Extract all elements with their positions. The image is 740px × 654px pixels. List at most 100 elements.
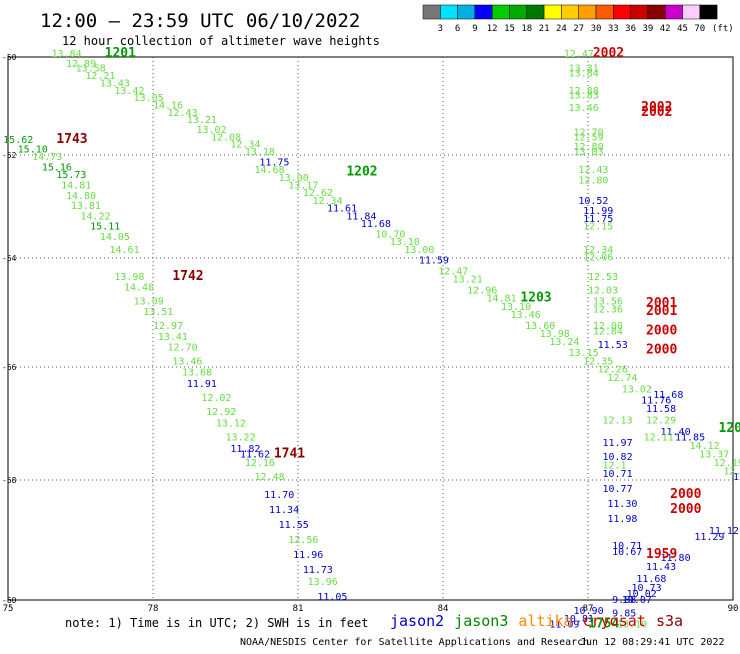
swh-value: 12.92	[206, 407, 236, 418]
pass-time-label: 2000	[670, 487, 701, 502]
swh-value: 11.59	[419, 255, 449, 266]
scale-tick-label: 30	[591, 24, 602, 34]
swh-value: 13.83	[569, 91, 599, 102]
swh-value: 13.98	[114, 272, 144, 283]
pass-time-label: 1742	[172, 269, 203, 284]
legend-jason3: jason3	[454, 612, 508, 630]
scale-tick-label: 15	[504, 24, 515, 34]
pass-time-label: 1741	[274, 446, 305, 461]
longitude-tick-label: 90	[728, 604, 739, 614]
footer-note: note: 1) Time is in UTC; 2) SWH is in fe…	[65, 616, 368, 630]
swh-value: 10.71	[603, 469, 633, 480]
scale-swatch	[510, 5, 527, 19]
track-b: 15.6215.1014.7315.1615.7314.8114.8013.81…	[3, 135, 347, 603]
swh-value: 10.67	[612, 547, 642, 558]
scale-tick-label: 36	[625, 24, 636, 34]
pass-time-label: 2000	[646, 323, 677, 338]
scale-swatch	[492, 5, 509, 19]
scale-swatch	[596, 5, 613, 19]
scale-unit-label: (ft)	[712, 24, 734, 34]
swh-value: 11.98	[607, 514, 637, 525]
swh-value: 12.48	[255, 472, 285, 483]
scale-swatch	[683, 5, 700, 19]
scale-swatch	[648, 5, 665, 19]
legend-cryosat: cryosat	[583, 612, 646, 630]
legend-s3a: s3a	[656, 612, 683, 630]
swh-value: 13.46	[172, 356, 202, 367]
swh-value: 12.02	[201, 393, 231, 404]
swh-value: 10.07	[622, 595, 652, 606]
swh-value: 14.48	[124, 283, 154, 294]
scale-swatch	[458, 5, 475, 19]
swh-value: 13.51	[143, 307, 173, 318]
swh-value: 11.05	[317, 592, 347, 603]
swh-value: 12.53	[588, 272, 618, 283]
scale-tick-label: 9	[472, 24, 477, 34]
swh-value: 12.06	[583, 253, 613, 264]
swh-value: 13.96	[308, 577, 338, 588]
swh-value: 12.80	[578, 175, 608, 186]
swh-value: 12.97	[153, 321, 183, 332]
scale-swatch	[561, 5, 578, 19]
scale-tick-label: 3	[438, 24, 443, 34]
swh-value: 13.03	[574, 147, 604, 158]
scale-tick-label: 39	[642, 24, 653, 34]
pass-time-label: 2002	[641, 105, 672, 120]
longitude-tick-label: 78	[148, 604, 159, 614]
scale-tick-label: 24	[556, 24, 567, 34]
swh-value: 12.13	[603, 416, 633, 427]
scale-tick-label: 33	[608, 24, 619, 34]
swh-value: 13.24	[549, 337, 579, 348]
scale-swatch	[440, 5, 457, 19]
scale-tick-label: 6	[455, 24, 460, 34]
pass-time-label: 2002	[593, 46, 624, 61]
timestamp-text: Jun 12 08:29:41 UTC 2022	[580, 637, 725, 648]
scale-tick-label: 12	[487, 24, 498, 34]
swh-value: 11.43	[646, 562, 676, 573]
pass-time-label: 2000	[646, 342, 677, 357]
swh-value: 11.73	[303, 565, 333, 576]
swh-value: 13.68	[182, 367, 212, 378]
scale-tick-label: 18	[521, 24, 532, 34]
wave-height-observations: 13.8412.8913.5812.2113.4313.4213.0514.16…	[3, 49, 740, 631]
swh-value: 13.22	[226, 432, 256, 443]
swh-value: 13.46	[569, 103, 599, 114]
latitude-tick-label: -52	[2, 151, 17, 160]
longitude-tick-label: 81	[293, 604, 304, 614]
latitude-tick-label: -50	[2, 53, 17, 62]
latitude-tick-label: -58	[2, 476, 17, 485]
scale-tick-label: 70	[694, 24, 705, 34]
swh-value: 13.09	[134, 296, 164, 307]
swh-value: 12.74	[607, 373, 637, 384]
scale-swatch	[527, 5, 544, 19]
swh-value: 13.84	[569, 69, 599, 80]
swh-value: 11.58	[646, 404, 676, 415]
scale-swatch	[423, 5, 440, 19]
swh-value: 11.91	[187, 379, 217, 390]
swh-value: 11.53	[598, 340, 628, 351]
scale-swatch	[613, 5, 630, 19]
pass-time-label: 1202	[346, 165, 377, 180]
pass-time-label: 2000	[670, 502, 701, 517]
swh-value: 11.68	[653, 390, 683, 401]
page-title: 12:00 — 23:59 UTC 06/10/2022	[40, 10, 360, 32]
scale-swatch	[665, 5, 682, 19]
swh-value: 12.29	[646, 416, 676, 427]
swh-value: 12.00	[733, 472, 740, 483]
pass-time-label: 1201	[105, 46, 136, 61]
swh-value: 12.36	[593, 305, 623, 316]
scale-swatch	[700, 5, 717, 19]
scale-swatch	[475, 5, 492, 19]
scale-swatch	[579, 5, 596, 19]
latitude-tick-label: -60	[2, 596, 17, 605]
swh-value: 13.21	[453, 275, 483, 286]
swh-value: 13.41	[158, 332, 188, 343]
pass-time-label: 1743	[56, 132, 87, 147]
legend-altika: altika	[518, 612, 572, 630]
credit-text: NOAA/NESDIS Center for Satellite Applica…	[240, 637, 589, 648]
swh-value: 10.77	[603, 484, 633, 495]
swh-value: 12.84	[593, 326, 623, 337]
